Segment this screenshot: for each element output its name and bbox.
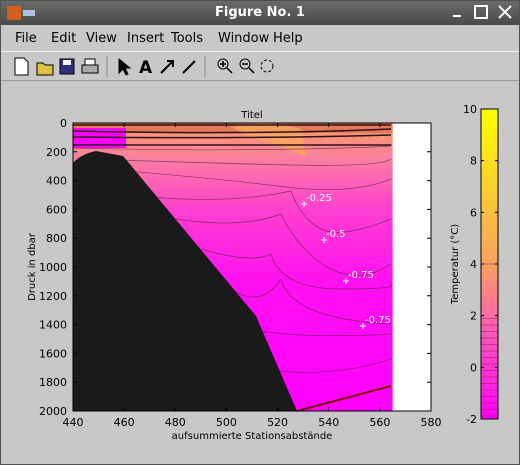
contour-label: -0.75 [365,315,391,326]
contour-label: -0.5 [326,229,346,240]
contour-marker [343,278,349,284]
y-axis-label: Druck in dbar [27,232,38,301]
y-tick-label: 0 [60,117,67,130]
colorbar-tick-label: 4 [470,258,477,271]
contour-label: -0.75 [348,270,374,281]
colorbar-tick-label: 6 [470,206,477,219]
y-tick-label: 2000 [39,405,67,418]
y-tick-label: 1000 [39,261,67,274]
y-tick-label: 600 [46,203,67,216]
y-tick-label: 1800 [39,376,67,389]
chart-title: Titel [240,110,262,121]
y-tick-label: 1200 [39,290,67,303]
dark-stripe [72,124,392,146]
contour-line [230,278,392,325]
contour-line [90,158,392,166]
no-data [392,123,431,411]
window-buttons[interactable] [447,1,517,25]
bathymetry [73,151,297,411]
contour-line [150,190,392,233]
title-bar: Figure No. 1 [1,1,519,25]
x-tick-label: 540 [318,416,339,429]
colorbar-tick-label: 0 [470,361,477,374]
contour-marker [360,323,366,329]
menu-bar: File Edit View Insert Tools Window Help [1,27,519,49]
contour-label: -0.25 [306,193,332,204]
contour-line [200,248,393,290]
x-tick-label: 520 [267,416,288,429]
x-tick-label: 500 [216,416,237,429]
colorbar-tick-label: 8 [470,155,477,168]
menu-item[interactable]: Edit [51,31,77,46]
menu-item[interactable]: Insert [127,31,165,46]
svg-text:A: A [139,58,153,78]
colorbar-tick-label: -2 [466,413,477,426]
x-tick-label: 580 [421,416,442,429]
contour-marker [321,237,327,243]
window-icon [7,6,35,20]
y-tick-label: 1400 [39,319,67,332]
x-tick-label: 460 [114,416,135,429]
toolbar: A [1,51,519,81]
colorbar-label: Temperatur (°C) [450,224,461,305]
x-axis-label: aufsummierte Stationsabstände [172,431,333,442]
contour-line [72,144,393,151]
bottom-edge [296,385,392,412]
y-tick-label: 1600 [39,347,67,360]
window-title: Figure No. 1 [215,5,305,20]
menu-item[interactable]: Tools [171,31,204,46]
colorbar-tick-label: 2 [470,310,477,323]
contour-marker [301,201,307,207]
toolbar-icons[interactable]: A [1,52,301,80]
menu-item[interactable]: File [15,31,37,46]
x-tick-label: 560 [369,416,390,429]
x-tick-label: 440 [63,416,84,429]
y-tick-label: 800 [46,232,67,245]
contour-line [125,170,392,190]
menu-item[interactable]: Help [273,31,303,46]
menu-item[interactable]: Window [218,31,270,46]
y-tick-label: 400 [46,175,67,188]
y-tick-label: 200 [46,146,67,159]
colorbar-tick-label: 10 [463,103,477,116]
menu-item[interactable]: View [86,31,117,46]
contour-line [175,213,392,276]
x-tick-label: 480 [165,416,186,429]
